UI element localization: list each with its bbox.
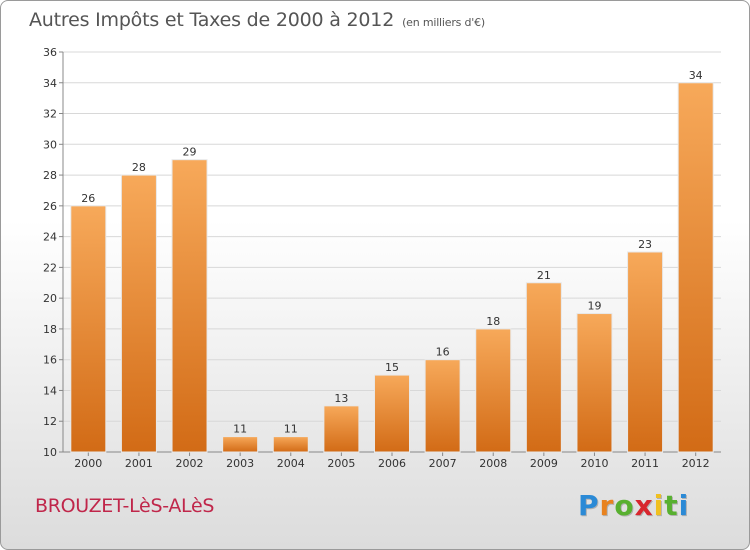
y-tick-label: 12 [43, 415, 57, 428]
x-tick-label-2006: 2006 [378, 457, 406, 470]
logo-letter: o [614, 489, 635, 522]
bar-2005 [323, 405, 360, 453]
x-tick-label-2004: 2004 [277, 457, 305, 470]
value-label-2012: 34 [689, 69, 703, 82]
bar-layer [70, 82, 714, 453]
value-label-2008: 18 [486, 315, 500, 328]
chart-title-unit: (en milliers d'€) [402, 16, 485, 29]
bar-2009 [525, 282, 562, 453]
bar-2006 [374, 374, 410, 453]
value-label-2002: 29 [183, 146, 197, 159]
y-tick-label: 22 [43, 261, 57, 274]
y-tick-label: 32 [43, 108, 57, 121]
x-tick-label-2005: 2005 [327, 457, 355, 470]
y-tick-label: 16 [43, 354, 57, 367]
value-label-2010: 19 [587, 300, 601, 313]
logo-letter: x [634, 489, 654, 522]
value-label-2003: 11 [233, 423, 247, 436]
bar-2012 [677, 82, 714, 453]
logo-letter: i [678, 489, 690, 522]
y-tick-label: 14 [43, 384, 57, 397]
y-tick-label: 30 [43, 138, 57, 151]
y-tick-label: 28 [43, 169, 57, 182]
bar-2001 [120, 174, 157, 453]
x-tick-label-2010: 2010 [580, 457, 608, 470]
value-label-2006: 15 [385, 361, 399, 374]
x-tick-label-2002: 2002 [176, 457, 204, 470]
logo-letter: P [578, 489, 600, 522]
x-tick-label-2001: 2001 [125, 457, 153, 470]
logo-letter: r [599, 489, 615, 522]
x-tick-label-2000: 2000 [74, 457, 102, 470]
y-tick-label: 20 [43, 292, 57, 305]
y-tick-label: 18 [43, 323, 57, 336]
x-tick-label-2003: 2003 [226, 457, 254, 470]
bar-2010 [576, 313, 613, 453]
y-tick-label: 26 [43, 200, 57, 213]
x-tick-label-2012: 2012 [682, 457, 710, 470]
x-tick-label-2009: 2009 [530, 457, 558, 470]
value-label-2005: 13 [334, 392, 348, 405]
x-tick-label-2007: 2007 [429, 457, 457, 470]
place-name: BROUZET-LèS-ALèS [35, 495, 215, 517]
proxiti-logo: Proxiti [578, 489, 689, 522]
logo-letter: i [653, 489, 665, 522]
x-tick-label-2008: 2008 [479, 457, 507, 470]
chart-title-text: Autres Impôts et Taxes de 2000 à 2012 [29, 9, 395, 31]
bar-2007 [424, 359, 461, 453]
bar-2003 [222, 436, 259, 453]
bar-2000 [70, 205, 107, 453]
bar-2004 [272, 436, 309, 453]
y-tick-label: 34 [43, 77, 57, 90]
y-tick-label: 36 [43, 46, 57, 59]
logo-letter: t [664, 489, 679, 522]
y-tick-label: 10 [43, 446, 57, 459]
y-tick-label: 24 [43, 231, 57, 244]
value-label-2001: 28 [132, 161, 146, 174]
value-label-2009: 21 [537, 269, 551, 282]
bar-2011 [627, 251, 664, 453]
value-label-2004: 11 [284, 423, 298, 436]
value-label-2011: 23 [638, 238, 652, 251]
label-layer: 26 28 29 11 11 13 15 16 18 21 19 23 34 [81, 69, 702, 436]
value-label-2007: 16 [436, 346, 450, 359]
bar-2002 [171, 159, 208, 453]
x-tick-label-2011: 2011 [631, 457, 659, 470]
chart-title: Autres Impôts et Taxes de 2000 à 2012 (en… [29, 9, 485, 31]
bar-2008 [475, 328, 512, 453]
value-label-2000: 26 [81, 192, 95, 205]
